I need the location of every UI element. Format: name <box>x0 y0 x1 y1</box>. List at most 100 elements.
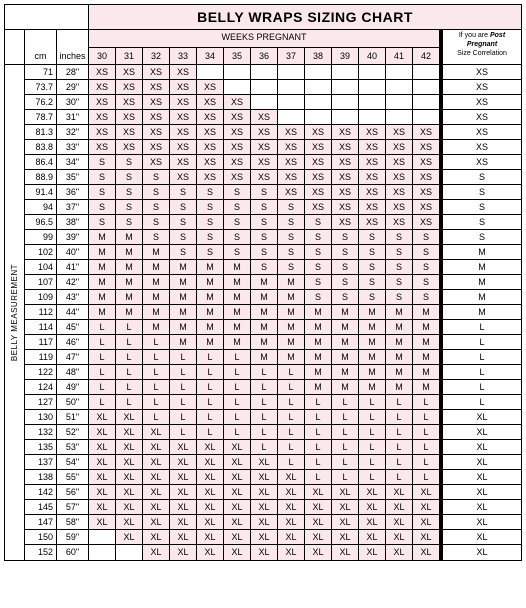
size-cell: M <box>224 275 251 289</box>
size-cell: L <box>278 395 305 409</box>
post-size-cell: S <box>443 215 521 229</box>
post-size-cell: XL <box>443 425 521 439</box>
size-cell: XS <box>143 110 170 124</box>
cm-cell: 117 <box>25 335 57 349</box>
size-cell: XS <box>359 140 386 154</box>
size-cell: XL <box>89 410 116 424</box>
size-cell: XL <box>332 530 359 544</box>
size-cell: M <box>143 245 170 259</box>
size-cell: M <box>332 320 359 334</box>
inches-cell: 35" <box>57 170 89 184</box>
size-cell: XS <box>116 80 143 94</box>
table-row: 12248"LLLLLLLLMMMMML <box>25 365 521 380</box>
size-cell: XL <box>224 455 251 469</box>
inches-cell: 55" <box>57 470 89 484</box>
table-row: 15059"XLXLXLXLXLXLXLXLXLXLXLXLXL <box>25 530 521 545</box>
size-cell: M <box>359 320 386 334</box>
size-cells: XLXLXLXLXLXLXLXLXLXLXL <box>89 545 443 560</box>
size-cell: XS <box>386 155 413 169</box>
size-cell: XL <box>197 530 224 544</box>
size-cell <box>332 95 359 109</box>
size-cell: XL <box>170 515 197 529</box>
size-cell: XS <box>197 170 224 184</box>
size-cell: S <box>143 215 170 229</box>
size-cells: XLXLXLXLXLXLXLXLXLXLXLXLXL <box>89 485 443 499</box>
size-cells: XSXSXSXS <box>89 65 443 79</box>
size-cell: XL <box>278 485 305 499</box>
table-row: 10441"MMMMMMSSSSSSSM <box>25 260 521 275</box>
cm-cell: 71 <box>25 65 57 79</box>
size-cell: XL <box>386 500 413 514</box>
size-cell: XL <box>251 500 278 514</box>
post-size-cell: XL <box>443 545 521 560</box>
size-cell <box>89 530 116 544</box>
size-cell: M <box>386 350 413 364</box>
size-cell: XL <box>386 545 413 560</box>
size-cell: S <box>224 200 251 214</box>
table-row: 14256"XLXLXLXLXLXLXLXLXLXLXLXLXLXL <box>25 485 521 500</box>
size-cell: S <box>386 260 413 274</box>
size-cell: L <box>332 395 359 409</box>
inches-cell: 29" <box>57 80 89 94</box>
post-size-cell: L <box>443 320 521 334</box>
size-cell: XS <box>89 95 116 109</box>
size-cell: XL <box>143 500 170 514</box>
size-cell: M <box>170 305 197 319</box>
size-cell: S <box>89 155 116 169</box>
size-cell: L <box>143 410 170 424</box>
size-cell: XL <box>116 440 143 454</box>
size-cell: XL <box>359 515 386 529</box>
size-cell: M <box>170 275 197 289</box>
size-cell: L <box>143 395 170 409</box>
size-cell: XS <box>224 155 251 169</box>
size-cell <box>89 545 116 560</box>
size-cell: L <box>170 350 197 364</box>
table-row: 12449"LLLLLLLLMMMMML <box>25 380 521 395</box>
post-size-cell: XS <box>443 155 521 169</box>
post-size-cell: S <box>443 230 521 244</box>
inches-cell: 32" <box>57 125 89 139</box>
size-cell: XL <box>170 470 197 484</box>
size-cells: MMMMMMMMSSSSS <box>89 290 443 304</box>
inches-cell: 37" <box>57 200 89 214</box>
inches-cell: 53" <box>57 440 89 454</box>
size-cell: XS <box>332 125 359 139</box>
size-cell: XL <box>143 455 170 469</box>
size-cell: S <box>278 200 305 214</box>
size-cell: M <box>143 275 170 289</box>
post-size-cell: XS <box>443 80 521 94</box>
size-cell: XL <box>89 425 116 439</box>
size-cell: M <box>89 245 116 259</box>
size-cell: XL <box>170 530 197 544</box>
size-cell: L <box>413 410 439 424</box>
size-cell: XS <box>89 80 116 94</box>
size-cell: M <box>413 365 439 379</box>
cm-header: cm <box>25 30 57 65</box>
size-cell: XL <box>278 470 305 484</box>
size-cell: L <box>89 395 116 409</box>
cm-cell: 142 <box>25 485 57 499</box>
table-row: 13553"XLXLXLXLXLXLLLLLLLLXL <box>25 440 521 455</box>
size-cell: XS <box>359 185 386 199</box>
size-cell: S <box>305 230 332 244</box>
size-cell: XS <box>305 170 332 184</box>
size-cell: XS <box>413 155 439 169</box>
size-cell: M <box>143 320 170 334</box>
size-cell: XS <box>143 140 170 154</box>
size-cell: L <box>251 440 278 454</box>
size-cell: XL <box>386 485 413 499</box>
inches-cell: 46" <box>57 335 89 349</box>
post-text-prefix: If you are <box>459 32 490 39</box>
size-cell: L <box>278 440 305 454</box>
size-cell: XL <box>305 530 332 544</box>
size-cell: S <box>197 185 224 199</box>
size-cell: XL <box>116 455 143 469</box>
inches-cell: 39" <box>57 230 89 244</box>
weeks-header-wrap: WEEKS PREGNANT 3031323334353637383940414… <box>89 30 443 65</box>
size-cell: S <box>305 215 332 229</box>
inches-cell: 41" <box>57 260 89 274</box>
table-row: 9437"SSSSSSSSXSXSXSXSXSS <box>25 200 521 215</box>
size-cell: XS <box>224 125 251 139</box>
size-cell: S <box>224 185 251 199</box>
size-cell: S <box>278 260 305 274</box>
